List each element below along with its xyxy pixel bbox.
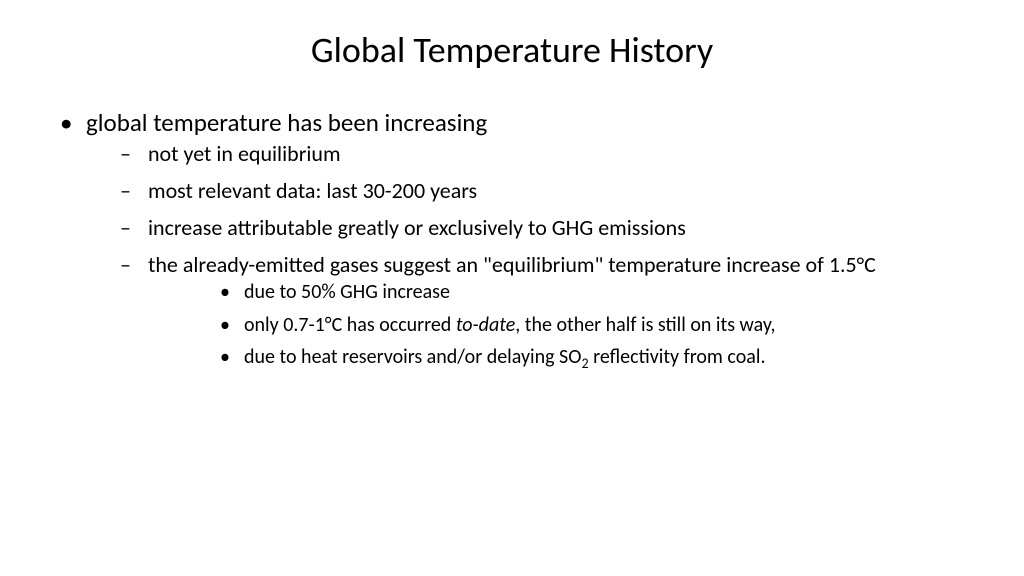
subscript: 2 — [581, 355, 588, 372]
list-item: only 0.7-1°C has occurred to-date, the o… — [220, 312, 964, 338]
list-item: most relevant data: last 30-200 years — [120, 176, 964, 205]
list-item: due to heat reservoirs and/or delaying S… — [220, 344, 964, 370]
slide: Global Temperature History global temper… — [0, 0, 1024, 576]
bullet-text: increase attributable greatly or exclusi… — [148, 214, 686, 241]
list-item: increase attributable greatly or exclusi… — [120, 213, 964, 242]
bullet-text: global temperature has been increasing — [86, 107, 487, 138]
bullet-list: global temperature has been increasing n… — [60, 106, 964, 370]
bullet-text: due to 50% GHG increase — [244, 280, 450, 304]
list-item: due to 50% GHG increase — [220, 279, 964, 305]
bullet-text: not yet in equilibrium — [148, 140, 341, 167]
italic-text: to-date — [456, 313, 515, 337]
slide-title: Global Temperature History — [60, 28, 964, 72]
bullet-text: the already-emitted gases suggest an "eq… — [148, 251, 876, 278]
list-item: the already-emitted gases suggest an "eq… — [120, 250, 964, 370]
bullet-text: due to heat reservoirs and/or delaying S… — [244, 345, 766, 369]
bullet-text: most relevant data: last 30-200 years — [148, 177, 477, 204]
bullet-text: only 0.7-1°C has occurred to-date, the o… — [244, 313, 775, 337]
list-item: not yet in equilibrium — [120, 139, 964, 168]
list-item: global temperature has been increasing n… — [60, 106, 964, 370]
